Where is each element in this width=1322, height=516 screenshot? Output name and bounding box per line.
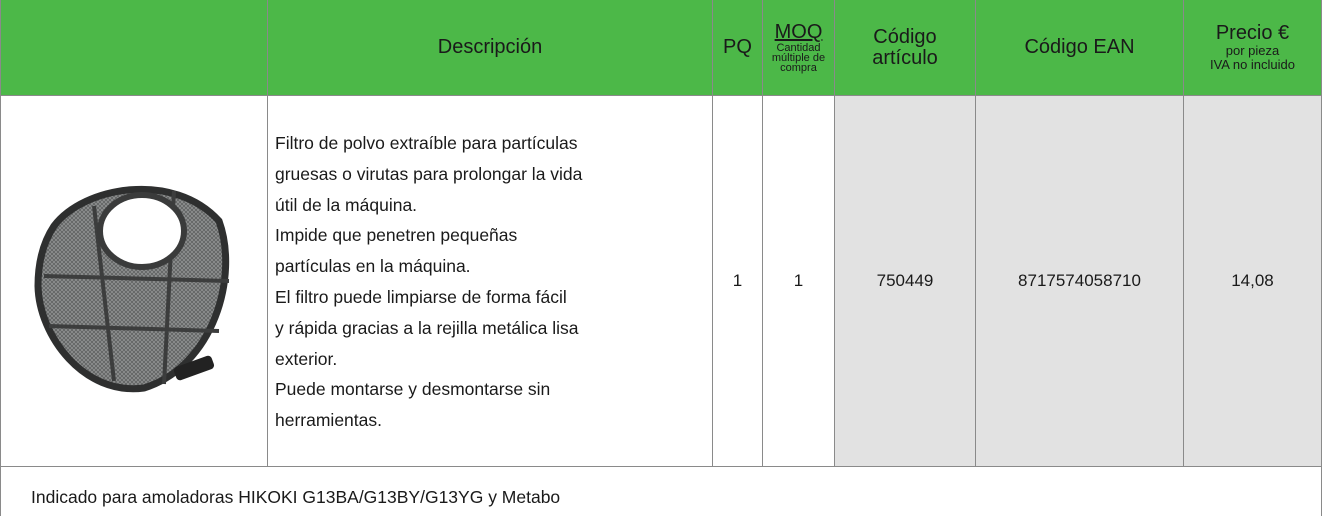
header-text: Precio €	[1215, 22, 1290, 44]
header-text: artículo	[872, 46, 938, 69]
description: Filtro de polvo extraíble para partícula…	[275, 128, 582, 436]
cell-text: 1	[732, 271, 743, 290]
cell-text: 14,08	[1231, 271, 1274, 290]
cell-text: 750449	[876, 271, 934, 290]
header-image-cell	[0, 0, 268, 96]
header-cell: Código EAN	[976, 0, 1184, 96]
footer-text: Indicado para amoladoras HIKOKI G13BA/G1…	[31, 487, 561, 507]
ean-cell: 8717574058710	[976, 96, 1184, 467]
header-subtext: múltiple de	[771, 52, 826, 64]
description-line: útil de la máquina.	[275, 194, 418, 215]
description-line: Impide que penetren pequeñas	[275, 225, 518, 246]
description-line: partículas en la máquina.	[275, 256, 471, 277]
header-text: PQ	[723, 36, 752, 58]
header-text: MOQ	[774, 21, 823, 43]
article-code-cell: 750449	[835, 96, 976, 467]
header-text: Código	[873, 25, 937, 48]
header-cell: Descripción	[268, 0, 713, 96]
header-subtext: Cantidad	[776, 42, 821, 54]
description-line: exterior.	[275, 348, 338, 369]
header-text: Descripción	[437, 36, 543, 58]
pq-cell: 1	[713, 96, 763, 467]
image-cell	[0, 96, 268, 467]
header-subtext: por pieza	[1225, 43, 1280, 58]
footer-row: Indicado para amoladoras HIKOKI G13BA/G1…	[0, 467, 1322, 516]
description-line: gruesas o virutas para prolongar la vida	[275, 163, 583, 184]
description-line: herramientas.	[275, 410, 382, 431]
header-subtext: IVA no incluido	[1209, 57, 1296, 72]
description-line: El filtro puede limpiarse de forma fácil	[275, 286, 567, 307]
header-cell: Precio € por pieza IVA no incluido	[1184, 0, 1322, 96]
header-cell: MOQ Cantidad múltiple de compra	[763, 0, 835, 96]
cell-text: 1	[793, 271, 804, 290]
header-cell: Código artículo	[835, 0, 976, 96]
header-subtext: compra	[780, 62, 817, 74]
product-image	[34, 185, 230, 393]
description-line: Filtro de polvo extraíble para partícula…	[275, 133, 578, 153]
header-text: Código EAN	[1024, 36, 1135, 58]
header-cell: PQ	[713, 0, 763, 96]
price-cell: 14,08	[1184, 96, 1322, 467]
cell-text: 8717574058710	[1018, 271, 1141, 290]
description-cell	[268, 96, 713, 467]
description-line: Puede montarse y desmontarse sin	[275, 379, 551, 400]
moq-cell: 1	[763, 96, 835, 467]
description-line: y rápida gracias a la rejilla metálica l…	[275, 317, 579, 338]
